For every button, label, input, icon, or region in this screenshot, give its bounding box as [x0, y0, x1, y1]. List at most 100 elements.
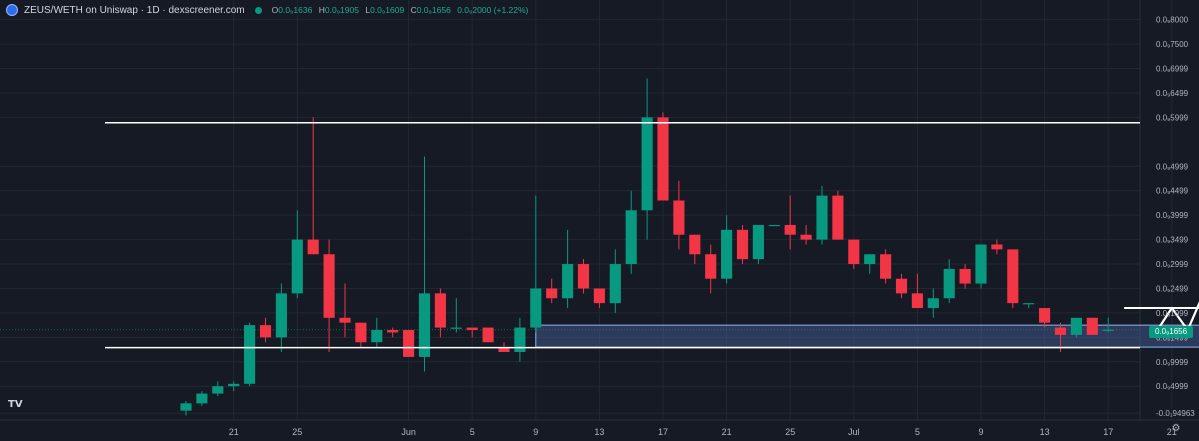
candle-body	[291, 239, 303, 294]
candle-body	[689, 234, 701, 255]
high-value: 0.0₉1905	[324, 5, 359, 15]
candle-body	[641, 117, 653, 211]
candle-body	[1039, 308, 1051, 323]
grid	[0, 0, 1199, 421]
candle-body	[705, 254, 717, 279]
candle-body	[387, 330, 399, 333]
candle-body	[736, 229, 749, 260]
low-label: L	[365, 5, 371, 15]
candle-body	[1102, 329, 1114, 331]
y-tick-label: 0.0₉7500	[1156, 40, 1189, 49]
candle-body	[800, 234, 812, 240]
candle-body	[593, 288, 605, 304]
candle-body	[927, 298, 939, 309]
y-tick-label: 0.0₉4999	[1156, 162, 1189, 171]
x-axis-ticks: 2125Jun5913172125Jul5913172125	[229, 427, 1177, 437]
candle-body	[943, 268, 955, 299]
candle-body	[1023, 303, 1035, 305]
candle-body	[880, 254, 892, 279]
high-label: H	[318, 5, 325, 15]
candle-body	[832, 195, 844, 240]
drawings	[105, 122, 1199, 349]
low-value: 0.0₉1609	[370, 5, 405, 15]
market-status-icon	[254, 6, 262, 14]
candle-body	[307, 239, 319, 255]
y-tick-label: 0.0₉4499	[1156, 187, 1189, 196]
candle-body	[959, 268, 971, 284]
candle-body	[848, 239, 860, 265]
candle-body	[498, 347, 510, 353]
current-price-badge: 0.0₉1656	[1149, 326, 1193, 338]
x-tick-label: 21	[229, 427, 239, 437]
candle-body	[212, 386, 224, 394]
y-tick-label: 0.0₉2999	[1156, 260, 1189, 269]
x-tick-label: Jun	[401, 427, 416, 437]
candle-body	[864, 254, 876, 265]
candle-body	[275, 293, 287, 338]
y-tick-label: 0.0₉2499	[1156, 284, 1189, 293]
y-tick-label: 0.0₉3999	[1156, 211, 1189, 220]
candle-body	[244, 325, 256, 384]
y-tick-label: 0.0₉6999	[1156, 65, 1189, 74]
candle-body	[784, 224, 796, 235]
candle-body	[228, 383, 240, 387]
x-tick-label: 13	[1040, 427, 1050, 437]
candle-body	[1007, 249, 1019, 304]
zone-layer	[535, 324, 1199, 348]
settings-gear-icon[interactable]: ⚙	[1171, 423, 1181, 434]
candle-body	[418, 293, 431, 357]
x-tick-label: 5	[470, 427, 475, 437]
y-tick-label: 0.0₉8000	[1156, 16, 1189, 25]
candle-body	[721, 229, 733, 279]
projection-path	[1154, 301, 1199, 334]
candle-body	[991, 244, 1003, 250]
candle-body	[196, 393, 208, 404]
candle-body	[609, 264, 621, 304]
candle-body	[577, 264, 590, 289]
candle-body	[1086, 317, 1098, 335]
close-label: C	[410, 5, 417, 15]
candle-body	[816, 195, 828, 240]
ohlc-readout: O0.0₉1636 H0.0₉1905 L0.0₉1609 C0.0₉1656 …	[268, 5, 529, 15]
x-tick-label: 17	[1103, 427, 1113, 437]
y-tick-label: -0.0₁94963	[1156, 409, 1195, 418]
x-tick-label: 25	[292, 427, 302, 437]
candle-body	[259, 325, 272, 338]
demand-zone	[535, 324, 1199, 348]
open-value: 0.0₉1636	[278, 5, 313, 15]
candle-body	[546, 288, 558, 299]
candle-body	[752, 224, 764, 260]
y-tick-label: 0.0₉5999	[1156, 113, 1189, 122]
change-value: 0.0₉2000 (+1.22%)	[457, 5, 529, 15]
candle-body	[673, 200, 685, 235]
x-tick-label: 21	[1167, 427, 1177, 437]
y-tick-label: 0.0₉4999	[1156, 382, 1189, 391]
token-logo-icon	[6, 4, 18, 16]
x-tick-label: 25	[785, 427, 795, 437]
x-tick-label: 9	[533, 427, 538, 437]
candle-body	[466, 327, 478, 331]
x-tick-label: 13	[594, 427, 604, 437]
candle-body	[768, 224, 780, 227]
candle-body	[975, 244, 987, 284]
tradingview-logo-icon[interactable]: TV	[8, 399, 23, 410]
candle-body	[450, 327, 462, 329]
candle-body	[339, 317, 351, 323]
open-label: O	[271, 5, 279, 15]
x-tick-label: Jul	[848, 427, 860, 437]
candle-body	[514, 327, 526, 353]
close-value: 0.0₉1656	[416, 5, 451, 15]
candle-body	[403, 330, 415, 357]
candle-body	[1070, 317, 1082, 335]
candle-body	[371, 330, 383, 343]
candle-body	[482, 327, 494, 343]
candle-body	[1054, 327, 1067, 335]
y-axis-ticks: 0.0₉8000 0.0₉7500 0.0₉6999 0.0₉6499 0.0₉5999…	[1156, 16, 1195, 418]
x-tick-label: 17	[658, 427, 668, 437]
x-tick-label: 5	[915, 427, 920, 437]
candles	[180, 78, 1114, 416]
candle-body	[355, 322, 367, 343]
chart-header: ZEUS/WETH on Uniswap · 1D · dexscreener.…	[6, 3, 528, 17]
